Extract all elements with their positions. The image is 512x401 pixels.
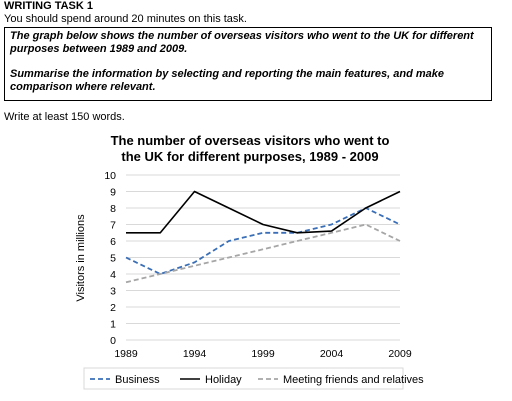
x-tick-label: 1999 bbox=[251, 348, 275, 360]
y-axis-label: Visitors in millions bbox=[75, 214, 87, 302]
legend-label: Meeting friends and relatives bbox=[283, 374, 424, 386]
y-tick-label: 4 bbox=[110, 269, 116, 281]
chart-gridlines bbox=[126, 174, 400, 341]
y-tick-label: 9 bbox=[110, 187, 116, 199]
legend-box bbox=[83, 367, 404, 390]
task-prompt-instruction: Summarise the information by selecting a… bbox=[10, 68, 444, 93]
chart-title-line-1: The number of overseas visitors who went… bbox=[111, 133, 390, 148]
y-axis-ticks: 0 1 2 3 4 5 6 7 8 9 10 bbox=[104, 170, 116, 347]
x-tick-label: 1989 bbox=[114, 348, 138, 360]
chart-legend: Business Holiday Meeting friends and relat… bbox=[83, 367, 424, 390]
y-tick-label: 5 bbox=[110, 253, 116, 265]
y-tick-label: 0 bbox=[110, 335, 116, 347]
word-limit-note: Write at least 150 words. bbox=[4, 111, 125, 123]
x-tick-label: 2009 bbox=[388, 348, 412, 360]
y-tick-label: 7 bbox=[110, 220, 116, 232]
y-tick-label: 2 bbox=[110, 302, 116, 314]
y-tick-label: 1 bbox=[110, 319, 116, 331]
time-instruction: You should spend around 20 minutes on th… bbox=[4, 13, 247, 25]
y-tick-label: 10 bbox=[104, 170, 116, 182]
chart-title-line-2: the UK for different purposes, 1989 - 20… bbox=[121, 149, 378, 164]
task-heading: WRITING TASK 1 bbox=[4, 0, 94, 12]
legend-label: Holiday bbox=[205, 374, 242, 386]
x-axis-ticks: 1989 1994 1999 2004 2009 bbox=[114, 348, 412, 360]
y-tick-label: 8 bbox=[110, 203, 116, 215]
series-line-3 bbox=[125, 223, 401, 284]
chart-series bbox=[125, 190, 401, 284]
legend-label: Business bbox=[115, 374, 160, 386]
x-tick-label: 2004 bbox=[320, 348, 344, 360]
series-line-2 bbox=[126, 190, 401, 234]
x-tick-label: 1994 bbox=[183, 348, 207, 360]
series-line-1 bbox=[125, 207, 401, 275]
y-tick-label: 3 bbox=[110, 286, 116, 298]
y-tick-label: 6 bbox=[110, 236, 116, 248]
task-prompt-description: The graph below shows the number of over… bbox=[10, 30, 474, 55]
task-prompt-box: The graph below shows the number of over… bbox=[4, 27, 492, 101]
